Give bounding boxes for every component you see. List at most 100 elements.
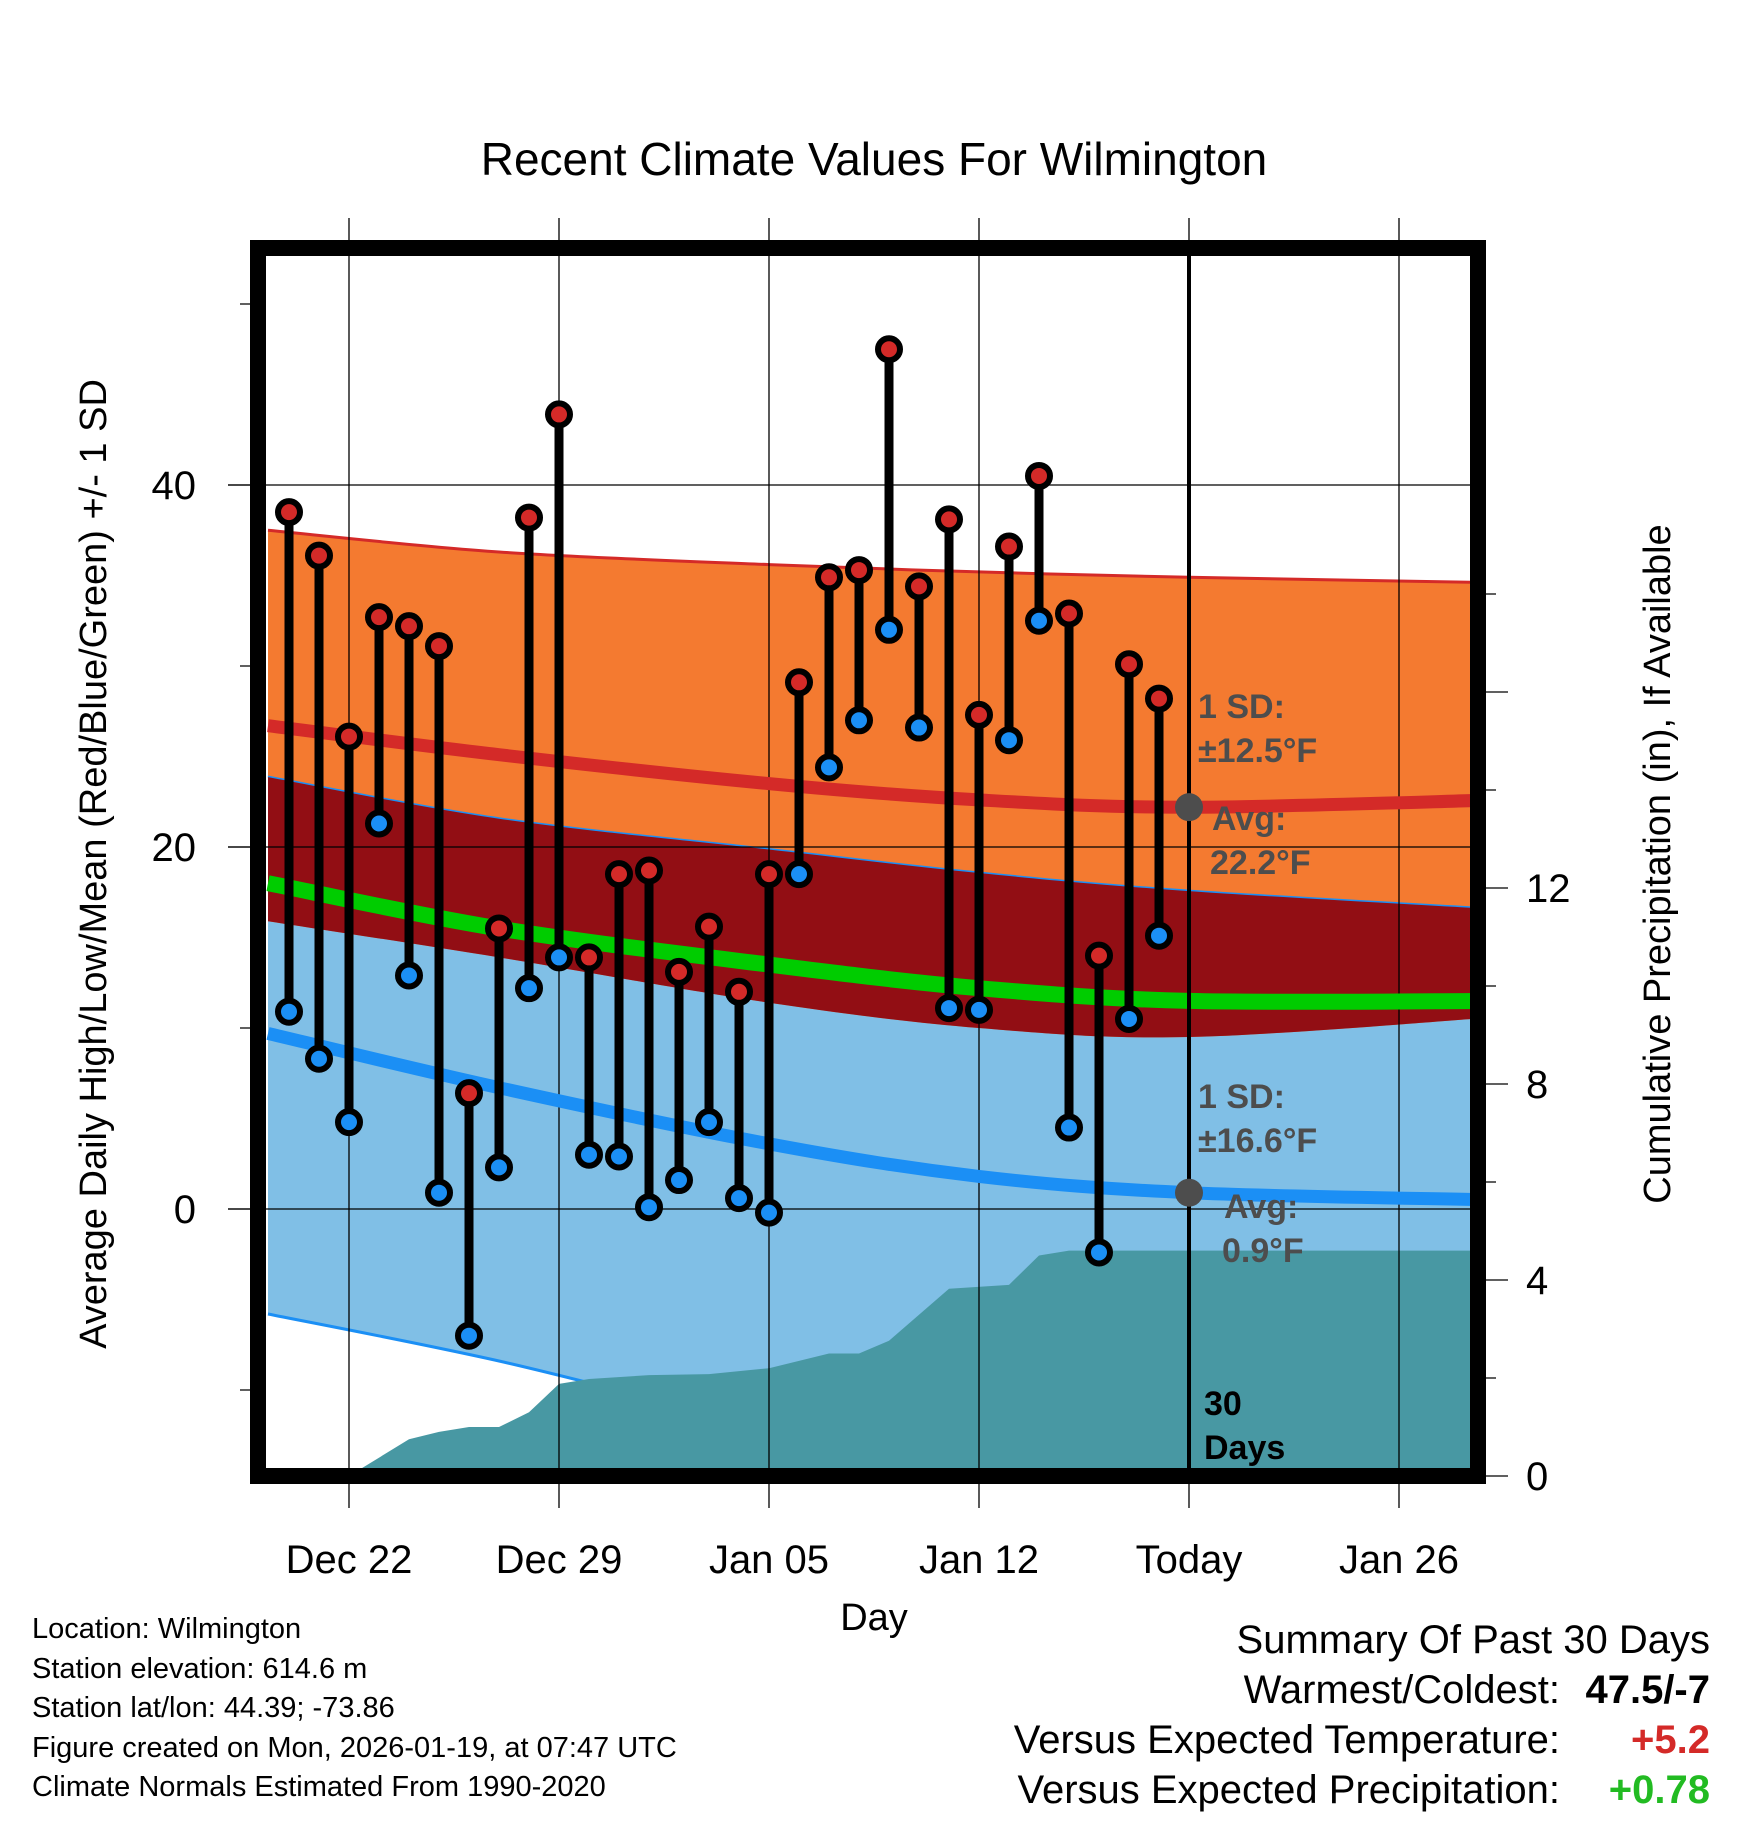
- high-point: [455, 1079, 483, 1108]
- plot-border: [250, 240, 1486, 1484]
- high-point: [695, 912, 723, 941]
- precip-label: Versus Expected Precipitation:: [1017, 1768, 1560, 1812]
- summary-row-temp: Versus Expected Temperature: +5.2: [810, 1715, 1710, 1765]
- overlap-top-edge: [267, 775, 1478, 909]
- chart-title: Recent Climate Values For Wilmington: [481, 133, 1268, 185]
- high-point: [575, 943, 603, 972]
- y2-axis-label: Cumulative Precipitation (in), If Availa…: [1637, 524, 1679, 1203]
- low-point: [605, 1142, 633, 1171]
- high-point: [1115, 650, 1143, 679]
- high-point: [395, 612, 423, 641]
- low-sd-label: 1 SD:: [1198, 1078, 1285, 1116]
- low-sd-value: ±16.6°F: [1198, 1122, 1317, 1160]
- temp-value: +5.2: [1631, 1718, 1710, 1762]
- high-point: [305, 541, 333, 570]
- high-point: [935, 505, 963, 534]
- low-point: [515, 974, 543, 1003]
- low-point: [665, 1166, 693, 1195]
- high-point: [665, 957, 693, 986]
- daily-bar: [365, 603, 393, 838]
- mean-normal-line: [266, 875, 1478, 1010]
- plot-frame: [250, 240, 1486, 1484]
- daily-bar: [635, 856, 663, 1222]
- daily-bar: [335, 722, 363, 1137]
- daily-bar: [845, 556, 873, 735]
- daily-bar: [965, 700, 993, 1024]
- high-point: [755, 860, 783, 889]
- days-label: Days: [1204, 1429, 1285, 1467]
- daily-bar: [875, 335, 903, 644]
- high-sd-label: 1 SD:: [1198, 688, 1285, 726]
- low-point: [935, 994, 963, 1023]
- low-point: [1055, 1113, 1083, 1142]
- high-point: [1025, 461, 1053, 490]
- low-point: [395, 961, 423, 990]
- daily-bar: [395, 612, 423, 990]
- high-point: [1085, 941, 1113, 970]
- summary-row-warmest: Warmest/Coldest: 47.5/-7: [810, 1665, 1710, 1715]
- y-axis-label: Average Daily High/Low/Mean (Red/Blue/Gr…: [73, 379, 115, 1349]
- low-point: [965, 995, 993, 1024]
- high-point: [425, 632, 453, 661]
- created-text: Figure created on Mon, 2026-01-19, at 07…: [32, 1731, 677, 1764]
- daily-bar: [575, 943, 603, 1169]
- low-point: [875, 615, 903, 644]
- daily-bar: [605, 860, 633, 1171]
- daily-bar: [995, 532, 1023, 755]
- high-normal-line: [267, 719, 1478, 814]
- daily-bar: [665, 957, 693, 1195]
- temp-label: Versus Expected Temperature:: [1013, 1718, 1560, 1762]
- low-point: [1145, 921, 1173, 950]
- low-point: [455, 1321, 483, 1350]
- daily-bar: [515, 503, 543, 1003]
- station-info: Location: Wilmington Station elevation: …: [32, 1610, 677, 1808]
- daily-bar: [485, 914, 513, 1182]
- high-point: [785, 668, 813, 697]
- daily-bar: [725, 977, 753, 1213]
- high-point: [1055, 599, 1083, 628]
- high-point: [725, 977, 753, 1006]
- low-point: [695, 1108, 723, 1137]
- high-plus-edge: [267, 528, 1478, 584]
- low-avg-label: Avg:: [1224, 1188, 1298, 1226]
- high-point: [635, 856, 663, 885]
- y2-tick-label: 4: [1526, 1259, 1548, 1303]
- daily-bar: [455, 1079, 483, 1350]
- y-tick-label: 40: [152, 464, 197, 508]
- low-avg-marker: [1175, 1178, 1203, 1207]
- daily-bar: [1055, 599, 1083, 1142]
- low-point: [1025, 606, 1053, 635]
- x-tick-label: Dec 29: [496, 1538, 623, 1582]
- low-point: [365, 809, 393, 838]
- low-point: [275, 997, 303, 1026]
- low-point: [335, 1108, 363, 1137]
- high-avg-label: Avg:: [1212, 800, 1286, 838]
- low-point: [905, 713, 933, 742]
- low-point: [845, 706, 873, 735]
- high-point: [485, 914, 513, 943]
- high-point: [875, 335, 903, 364]
- high-point: [515, 503, 543, 532]
- days-count: 30: [1204, 1385, 1242, 1423]
- high-avg-value: 22.2°F: [1210, 844, 1311, 882]
- high-point: [545, 400, 573, 429]
- x-tick-label: Dec 22: [286, 1538, 413, 1582]
- low-point: [485, 1153, 513, 1182]
- low-avg-value: 0.9°F: [1222, 1232, 1304, 1270]
- high-point: [1145, 684, 1173, 713]
- low-point: [725, 1184, 753, 1213]
- high-point: [605, 860, 633, 889]
- high-avg-marker: [1175, 793, 1203, 822]
- x-tick-label: Today: [1136, 1538, 1243, 1582]
- daily-bar: [275, 498, 303, 1026]
- daily-bar: [695, 912, 723, 1137]
- daily-bar: [425, 632, 453, 1207]
- elevation-text: Station elevation: 614.6 m: [32, 1652, 368, 1685]
- precip-value: +0.78: [1608, 1768, 1710, 1812]
- low-point: [755, 1198, 783, 1227]
- summary-panel: Summary Of Past 30 Days Warmest/Coldest:…: [810, 1615, 1710, 1815]
- y2-tick-label: 0: [1526, 1455, 1548, 1499]
- low-point: [1085, 1238, 1113, 1267]
- x-tick-label: Jan 05: [709, 1538, 829, 1582]
